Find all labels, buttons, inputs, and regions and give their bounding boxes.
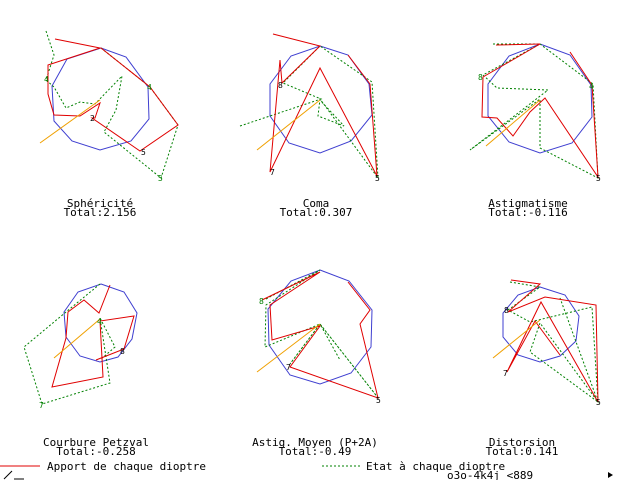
dioptre-marker: 5 bbox=[141, 148, 146, 157]
dioptre-marker: 8 bbox=[278, 81, 283, 90]
dioptre-marker: 5 bbox=[376, 396, 381, 405]
panel-title: Courbure Petzval bbox=[43, 436, 149, 449]
dioptre-marker: 4 bbox=[147, 83, 152, 92]
incidence-ray bbox=[39, 99, 101, 144]
panel-title: Astig. Moyen (P+2A) bbox=[252, 436, 378, 449]
dioptre-marker: 5 bbox=[375, 174, 380, 183]
panel-spherical: 5 5 2 4 4 Sphéricité Total:2.156 bbox=[39, 30, 179, 219]
dioptre-marker: 7 bbox=[39, 401, 44, 410]
state-trace bbox=[469, 43, 599, 179]
panel-title: Sphéricité bbox=[67, 197, 133, 210]
reference-polygon bbox=[269, 45, 373, 154]
dioptre-marker: 7 bbox=[270, 168, 275, 177]
contribution-trace bbox=[261, 271, 379, 399]
panel-distortion: 5 8 7 Distorsion Total:0.141 bbox=[486, 279, 601, 458]
state-trace bbox=[23, 283, 116, 405]
incidence-ray bbox=[485, 99, 541, 147]
incidence-ray bbox=[256, 99, 321, 151]
panel-total: Total:-0.116 bbox=[488, 206, 567, 219]
dioptre-marker: 5 bbox=[596, 398, 601, 407]
panel-total: Total:-0.258 bbox=[56, 445, 135, 458]
panel-astigmatism: 5 8 4 Astigmatisme Total:-0.116 bbox=[469, 43, 601, 219]
incidence-ray bbox=[53, 318, 101, 359]
scroll-right-icon[interactable] bbox=[608, 472, 613, 478]
reference-polygon bbox=[502, 286, 580, 363]
contribution-trace bbox=[269, 33, 378, 177]
contribution-trace bbox=[506, 279, 599, 403]
dioptre-marker: 8 bbox=[478, 73, 483, 82]
dioptre-marker: 4 bbox=[589, 82, 594, 91]
panel-petzval: 8 7 4 Courbure Petzval Total:-0.258 bbox=[23, 283, 149, 458]
reference-polygon bbox=[63, 283, 138, 363]
legend-state-label: Etat à chaque dioptre bbox=[366, 460, 505, 473]
pen-icon bbox=[3, 470, 24, 480]
panel-title: Astigmatisme bbox=[488, 197, 567, 210]
dioptre-marker: 7 bbox=[286, 363, 291, 372]
dioptre-marker: 4 bbox=[44, 75, 49, 84]
dioptre-marker: 8 bbox=[259, 297, 264, 306]
incidence-ray bbox=[256, 323, 321, 373]
panel-total: Total:0.141 bbox=[486, 445, 559, 458]
panel-astig-mean: 5 8 7 Astig. Moyen (P+2A) Total:-0.49 bbox=[252, 269, 381, 458]
panel-title: Coma bbox=[303, 197, 330, 210]
incidence-ray bbox=[492, 319, 541, 359]
dioptre-marker: 8 bbox=[120, 347, 125, 356]
legend-contribution-label: Apport de chaque dioptre bbox=[47, 460, 206, 473]
contribution-trace bbox=[47, 38, 179, 152]
dioptre-marker: 5 bbox=[596, 174, 601, 183]
reference-polygon bbox=[487, 43, 593, 154]
panel-total: Total:2.156 bbox=[64, 206, 137, 219]
contribution-trace bbox=[481, 43, 599, 179]
reference-polygon bbox=[267, 269, 373, 385]
state-trace bbox=[264, 269, 380, 400]
status-code: o3o-4k4j <889 bbox=[447, 469, 533, 480]
state-trace bbox=[507, 281, 600, 404]
legend: Apport de chaque dioptre Etat à chaque d… bbox=[0, 460, 613, 480]
panel-total: Total:0.307 bbox=[280, 206, 353, 219]
dioptre-marker: 7 bbox=[503, 369, 508, 378]
dioptre-marker: 8 bbox=[504, 306, 509, 315]
state-trace bbox=[45, 30, 179, 179]
dioptre-marker: 5 bbox=[158, 174, 163, 183]
reference-polygon bbox=[51, 47, 150, 151]
dioptre-marker: 4 bbox=[97, 317, 102, 326]
panel-total: Total:-0.49 bbox=[279, 445, 352, 458]
dioptre-marker: 2 bbox=[90, 114, 95, 123]
state-trace bbox=[239, 45, 379, 180]
contribution-trace bbox=[51, 284, 135, 388]
panel-title: Distorsion bbox=[489, 436, 555, 449]
panel-coma: 5 8 7 Coma Total:0.307 bbox=[239, 33, 380, 219]
